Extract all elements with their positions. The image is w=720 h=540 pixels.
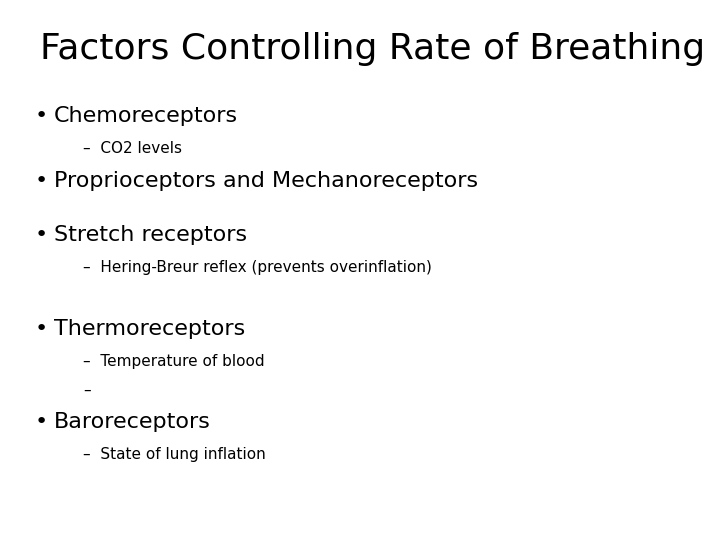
- Text: –  Hering-Breur reflex (prevents overinflation): – Hering-Breur reflex (prevents overinfl…: [83, 260, 432, 275]
- Text: Factors Controlling Rate of Breathing: Factors Controlling Rate of Breathing: [40, 32, 705, 66]
- Text: Chemoreceptors: Chemoreceptors: [54, 106, 238, 126]
- Text: •: •: [35, 106, 48, 126]
- Text: –  CO2 levels: – CO2 levels: [83, 141, 181, 156]
- Text: –  State of lung inflation: – State of lung inflation: [83, 447, 266, 462]
- Text: –: –: [83, 382, 91, 397]
- Text: •: •: [35, 319, 48, 340]
- Text: Thermoreceptors: Thermoreceptors: [54, 319, 246, 340]
- Text: •: •: [35, 171, 48, 191]
- Text: •: •: [35, 225, 48, 245]
- Text: •: •: [35, 412, 48, 433]
- Text: Baroreceptors: Baroreceptors: [54, 412, 211, 433]
- Text: –  Temperature of blood: – Temperature of blood: [83, 354, 264, 369]
- Text: Proprioceptors and Mechanoreceptors: Proprioceptors and Mechanoreceptors: [54, 171, 478, 191]
- Text: Stretch receptors: Stretch receptors: [54, 225, 247, 245]
